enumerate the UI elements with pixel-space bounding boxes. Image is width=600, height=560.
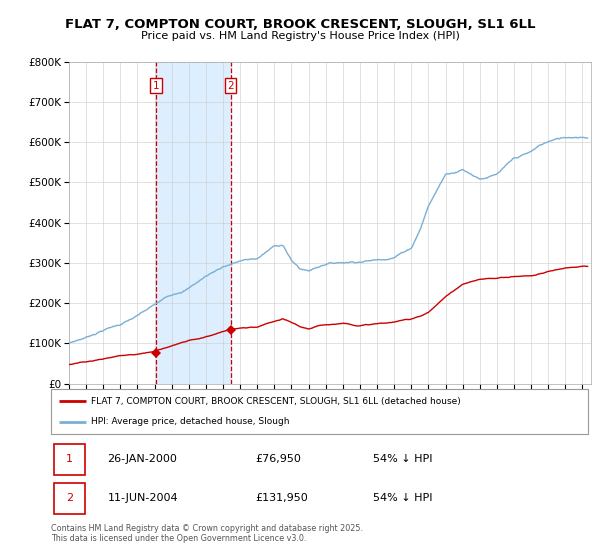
- Text: Price paid vs. HM Land Registry's House Price Index (HPI): Price paid vs. HM Land Registry's House …: [140, 31, 460, 41]
- Text: 26-JAN-2000: 26-JAN-2000: [107, 454, 177, 464]
- Text: Contains HM Land Registry data © Crown copyright and database right 2025.
This d: Contains HM Land Registry data © Crown c…: [51, 524, 363, 543]
- Text: FLAT 7, COMPTON COURT, BROOK CRESCENT, SLOUGH, SL1 6LL: FLAT 7, COMPTON COURT, BROOK CRESCENT, S…: [65, 18, 535, 31]
- Text: 1: 1: [66, 454, 73, 464]
- Text: 2: 2: [65, 493, 73, 503]
- Text: FLAT 7, COMPTON COURT, BROOK CRESCENT, SLOUGH, SL1 6LL (detached house): FLAT 7, COMPTON COURT, BROOK CRESCENT, S…: [91, 397, 461, 406]
- FancyBboxPatch shape: [51, 389, 588, 434]
- FancyBboxPatch shape: [53, 483, 85, 514]
- Text: 2: 2: [227, 81, 234, 91]
- Text: 54% ↓ HPI: 54% ↓ HPI: [373, 493, 433, 503]
- Text: £76,950: £76,950: [255, 454, 301, 464]
- Text: £131,950: £131,950: [255, 493, 308, 503]
- Bar: [156, 62, 230, 384]
- FancyBboxPatch shape: [53, 444, 85, 475]
- Text: 11-JUN-2004: 11-JUN-2004: [107, 493, 178, 503]
- Text: 1: 1: [152, 81, 159, 91]
- Text: HPI: Average price, detached house, Slough: HPI: Average price, detached house, Slou…: [91, 417, 290, 426]
- Text: 54% ↓ HPI: 54% ↓ HPI: [373, 454, 433, 464]
